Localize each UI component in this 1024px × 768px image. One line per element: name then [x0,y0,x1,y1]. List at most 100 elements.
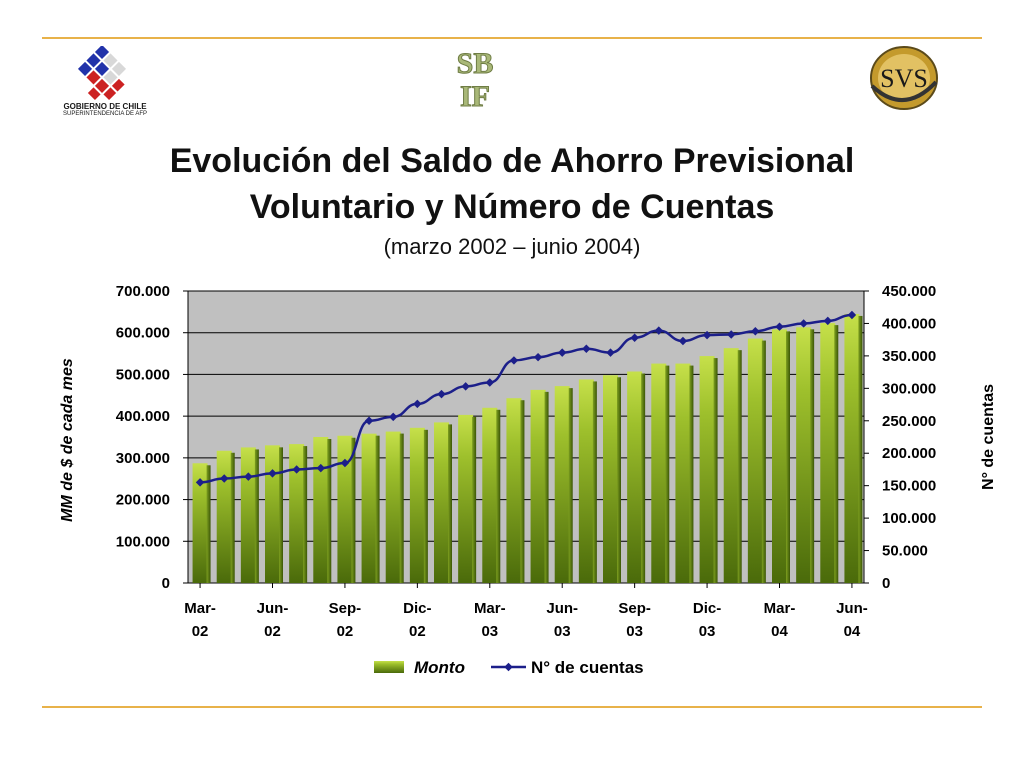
point-cuentas [316,463,326,473]
point-cuentas [268,469,277,478]
bar-monto [723,348,739,583]
bar-monto-side [303,446,308,583]
bar-monto-side [568,388,573,583]
point-cuentas [557,348,567,357]
bar-monto [603,375,618,583]
bar-monto [434,422,449,583]
point-cuentas [751,326,760,336]
bar-monto-side [592,381,597,583]
point-cuentas [509,356,519,365]
bar-monto [578,379,594,583]
bar-monto-side [810,329,815,583]
legend-swatch-monto [374,661,404,673]
x-tick-label-line1: Jun- [257,600,289,617]
bar-monto [554,386,570,583]
point-cuentas [606,348,615,357]
bar-monto-side [423,429,428,583]
x-tick-label-line1: Dic- [693,600,721,617]
y-tick-label: 0 [162,575,170,592]
point-cuentas [799,319,808,328]
x-tick-label-line1: Sep- [329,600,362,617]
point-cuentas [244,472,253,481]
y2-tick-label: 300.000 [882,380,936,397]
bar-monto [796,327,812,583]
bar-monto-side [254,449,259,583]
bar-monto-side [786,331,790,583]
bar-monto-side [279,447,283,583]
y2-tick-label: 0 [882,575,890,592]
bar-monto-side [689,365,694,583]
point-cuentas [219,474,229,483]
bar-monto [361,433,377,583]
bar-monto-side [448,424,452,583]
y2-tick-label: 200.000 [882,445,936,462]
x-tick-label-line1: Dic- [403,600,431,617]
x-tick-label-line2: 04 [771,623,788,640]
y-tick-label: 600.000 [116,325,170,342]
y2-tick-label: 450.000 [882,283,936,300]
y-axis-title: MM de $ de cada mes [59,358,76,522]
y2-tick-label: 250.000 [882,413,936,430]
bar-monto [747,338,763,583]
bar-monto-side [496,409,501,583]
bar-monto [458,414,474,583]
x-tick-label-line1: Mar- [474,600,506,617]
bar-monto [772,329,787,583]
sbif-logo-top-text: SB [457,47,494,80]
x-tick-label-line2: 03 [554,623,571,640]
bar-monto [482,407,498,583]
bar-monto [240,447,256,583]
bar-monto-side [641,373,646,583]
point-cuentas [582,344,591,353]
bar-monto-side [520,400,525,583]
point-cuentas [533,352,543,362]
bar-monto-side [206,465,211,583]
bar-monto [651,363,667,583]
x-tick-label-line1: Sep- [618,600,651,617]
y-tick-label: 200.000 [116,492,170,509]
bar-monto [265,445,280,583]
bar-monto [627,371,643,583]
point-cuentas [630,333,639,342]
x-tick-label-line2: 02 [192,623,209,640]
chart-title-line2: Voluntario y Número de Cuentas [249,188,775,226]
bar-monto [530,389,546,583]
x-tick-label-line2: 03 [626,623,643,640]
gobierno-logo-caption-line2: SUPERINTENDENCIA DE AFP [62,111,148,117]
x-tick-label-line1: Mar- [184,600,216,617]
y2-tick-label: 400.000 [882,315,936,332]
legend-label-cuentas: N° de cuentas [531,658,644,677]
x-tick-label-line1: Jun- [836,600,868,617]
y-tick-label: 100.000 [116,533,170,550]
bar-monto [289,444,305,583]
bar-monto-side [737,350,742,583]
legend-swatch-cuentas-marker [504,662,513,672]
point-cuentas [678,336,688,346]
legend-label-monto: Monto [414,658,465,677]
x-tick-label-line2: 04 [844,623,861,640]
point-cuentas [388,412,398,422]
bar-monto [699,356,715,583]
y-tick-label: 500.000 [116,366,170,383]
sbif-logo: SB IF [456,47,494,111]
chart-subtitle: (marzo 2002 – junio 2004) [383,234,641,259]
y2-tick-label: 100.000 [882,510,936,527]
gobierno-logo-caption: GOBIERNO DE CHILE SUPERINTENDENCIA DE AF… [50,103,160,118]
x-tick-label-line2: 03 [481,623,498,640]
bar-monto [844,313,860,583]
y2-tick-label: 150.000 [882,478,936,495]
bar-monto [409,427,425,583]
point-cuentas [654,326,664,335]
bar-monto-side [399,433,404,583]
y2-axis-title: N° de cuentas [980,384,997,490]
point-cuentas [437,389,446,399]
bar-monto-side [351,437,356,583]
bar-monto [216,450,232,583]
x-tick-label-line2: 02 [337,623,354,640]
bar-monto-side [713,358,718,583]
line-cuentas [200,313,852,484]
bar-monto-side [327,439,332,583]
point-cuentas [292,465,301,474]
bar-monto-side [617,377,621,583]
